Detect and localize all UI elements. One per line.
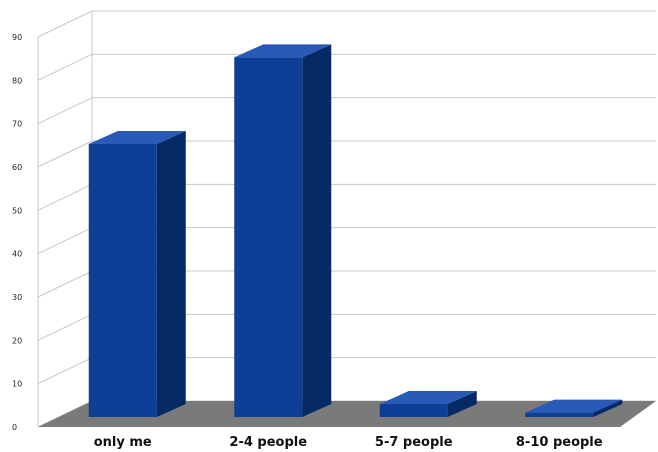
gridline-side (37, 313, 93, 341)
gridline-side (37, 270, 93, 298)
x-tick-label: 8-10 people (516, 435, 603, 450)
bar-side (156, 131, 186, 417)
gridline-side (37, 357, 93, 385)
y-tick-label: 50 (12, 206, 22, 215)
bar-side (302, 44, 332, 417)
gridline-side (37, 227, 93, 255)
bar-front (379, 404, 448, 417)
bar-front (88, 144, 157, 417)
bar-front (234, 57, 303, 417)
y-axis-ticks: 0 10 20 30 40 50 60 70 80 90 (12, 33, 22, 432)
y-tick-label: 10 (12, 380, 22, 389)
gridline-side (37, 97, 93, 125)
y-tick-label: 80 (12, 76, 22, 85)
gridline-side (37, 53, 93, 81)
y-tick-label: 70 (12, 120, 22, 129)
bar-1 (234, 44, 332, 417)
x-tick-label: 2-4 people (229, 435, 307, 450)
gridline-side (37, 183, 93, 211)
bar-top (379, 391, 477, 404)
chart-floor (38, 401, 656, 427)
y-tick-label: 40 (12, 250, 22, 259)
bar-2 (379, 391, 477, 417)
bar-side (593, 399, 623, 417)
bar-front (525, 412, 594, 417)
bar-3 (525, 399, 623, 417)
bar-top (234, 44, 332, 58)
floor-plane (38, 401, 656, 427)
y-tick-label: 0 (12, 423, 17, 432)
gridline-side (37, 10, 93, 38)
x-axis-ticks: only me 2-4 people 5-7 people 8-10 people (94, 435, 603, 450)
bars (88, 44, 623, 417)
y-tick-label: 90 (12, 33, 22, 42)
bar-top (525, 399, 623, 413)
y-tick-label: 30 (12, 293, 22, 302)
x-tick-label: 5-7 people (375, 435, 453, 450)
bar-top (88, 131, 186, 144)
gridlines (37, 10, 656, 428)
y-tick-label: 60 (12, 163, 22, 172)
y-tick-label: 20 (12, 336, 22, 345)
bar-0 (88, 131, 186, 417)
gridline-side (37, 140, 93, 168)
x-tick-label: only me (94, 435, 152, 450)
bar-side (447, 391, 477, 417)
